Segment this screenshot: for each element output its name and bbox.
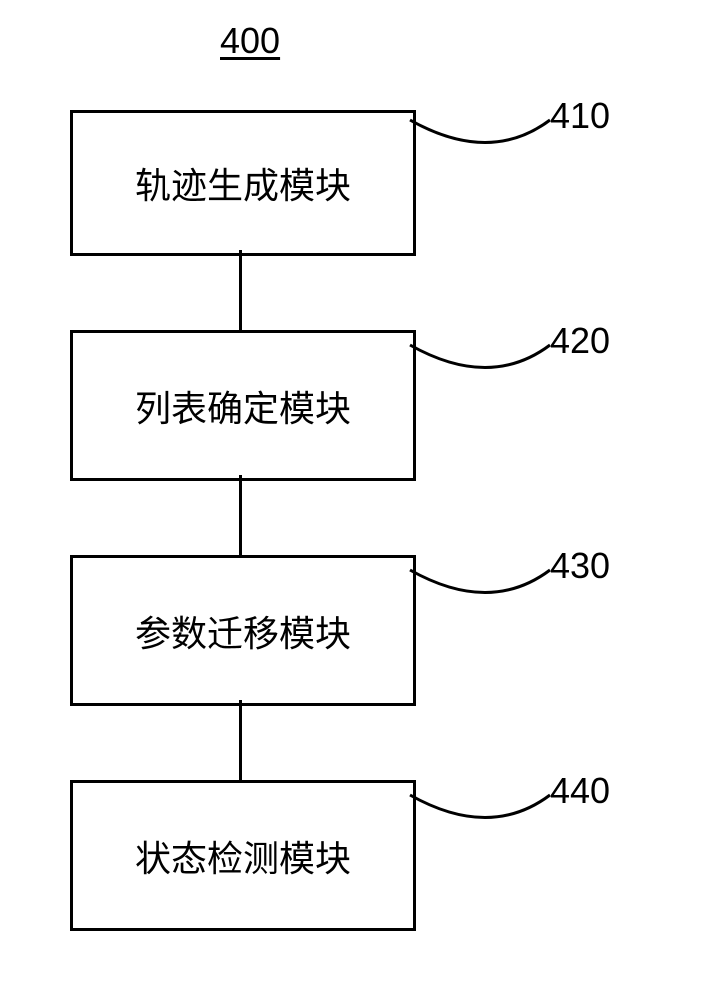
diagram-canvas: 400 轨迹生成模块 列表确定模块 参数迁移模块 状态检测模块 410 420 … xyxy=(0,0,712,1000)
edge xyxy=(239,475,242,555)
node-state-detect: 状态检测模块 xyxy=(70,780,416,931)
diagram-title: 400 xyxy=(220,20,280,62)
node-label: 列表确定模块 xyxy=(135,380,351,432)
node-trajectory-generation: 轨迹生成模块 xyxy=(70,110,416,256)
edge xyxy=(239,250,242,330)
ref-label-440: 440 xyxy=(550,770,610,812)
node-label: 轨迹生成模块 xyxy=(135,157,351,209)
node-label: 参数迁移模块 xyxy=(135,605,351,657)
node-param-transfer: 参数迁移模块 xyxy=(70,555,416,706)
ref-label-420: 420 xyxy=(550,320,610,362)
ref-label-410: 410 xyxy=(550,95,610,137)
node-list-determine: 列表确定模块 xyxy=(70,330,416,481)
edge xyxy=(239,700,242,780)
node-label: 状态检测模块 xyxy=(135,830,351,882)
ref-label-430: 430 xyxy=(550,545,610,587)
